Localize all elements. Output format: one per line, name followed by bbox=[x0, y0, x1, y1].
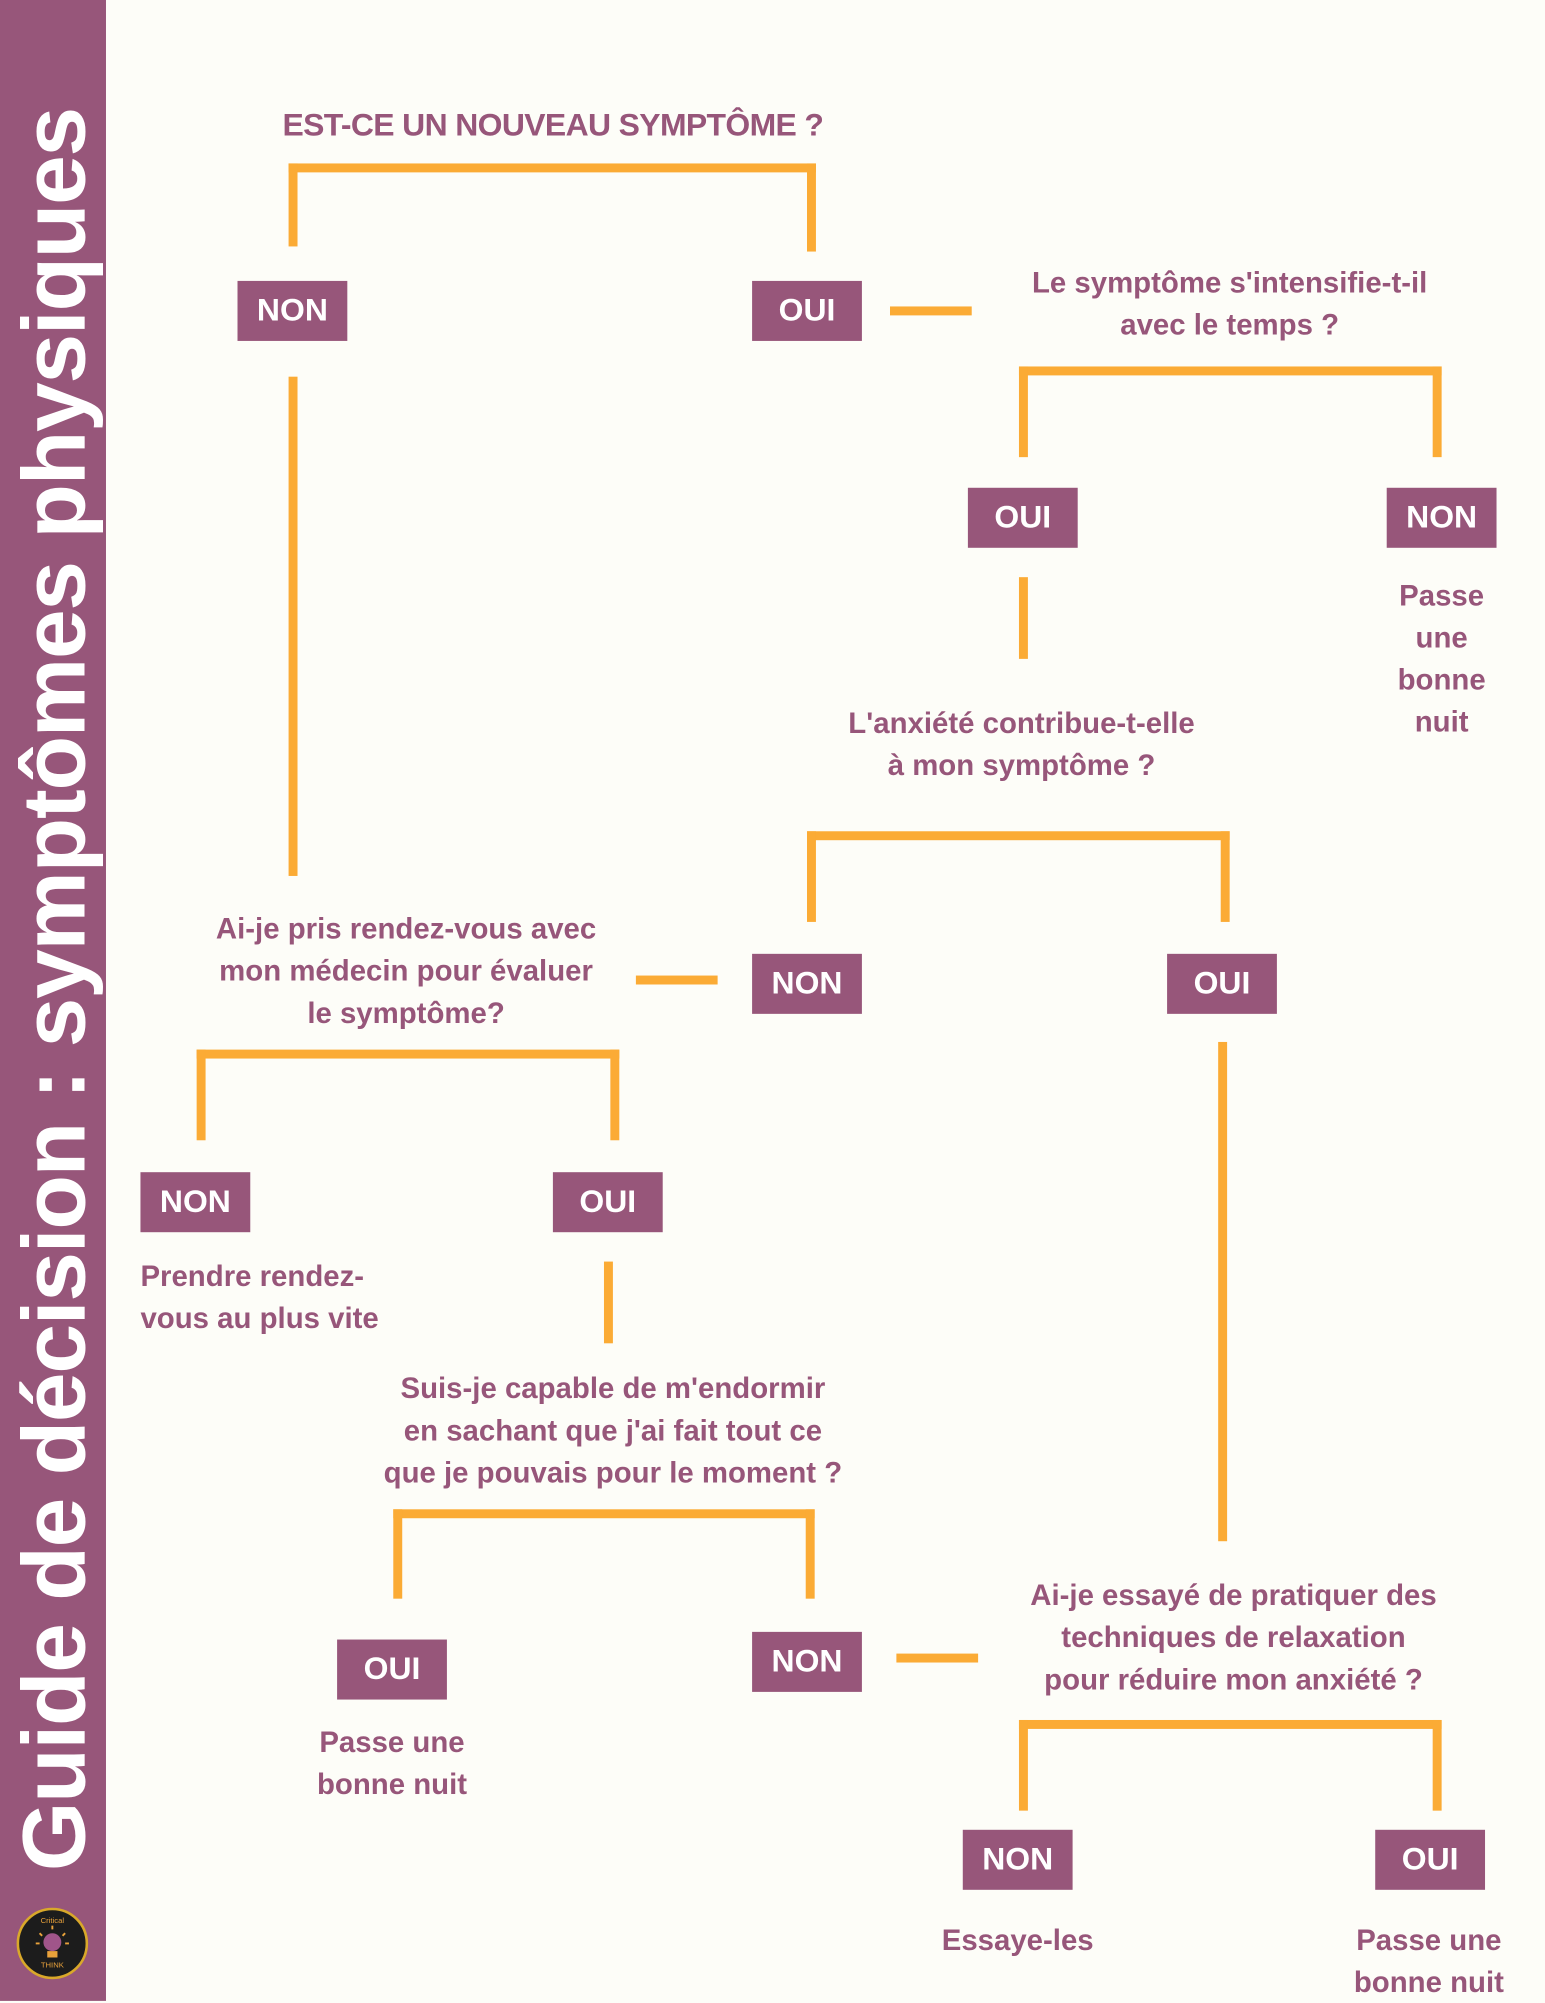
connector bbox=[805, 1509, 815, 1599]
line: L'anxiété contribue-t-elle bbox=[848, 706, 1195, 740]
line: vous au plus vite bbox=[140, 1301, 379, 1335]
connector bbox=[807, 831, 1230, 841]
connector bbox=[196, 1049, 620, 1059]
connector bbox=[1018, 1719, 1028, 1811]
connector bbox=[288, 376, 298, 876]
line: Suis-je capable de m'endormir bbox=[400, 1371, 826, 1405]
q6-no-result: Essaye-les bbox=[941, 1923, 1094, 1957]
connector bbox=[1018, 366, 1442, 376]
question-anxiety-contributes: L'anxiété contribue-t-elle à mon symptôme… bbox=[848, 702, 1194, 786]
question-relaxation: Ai-je essayé de pratiquer des techniques … bbox=[1030, 1574, 1436, 1700]
q6-no-box: NON bbox=[962, 1829, 1073, 1890]
connector bbox=[889, 306, 972, 316]
line: Passe une bbox=[1356, 1923, 1502, 1957]
q5-yes-box: OUI bbox=[337, 1639, 447, 1700]
line: une bbox=[1415, 620, 1468, 654]
connector bbox=[807, 163, 816, 252]
critical-think-logo: Critical THINK bbox=[16, 1907, 89, 1980]
lightbulb-brain-icon: Critical THINK bbox=[35, 1916, 69, 1970]
line: nuit bbox=[1414, 704, 1469, 739]
flowchart-title: Guide de décision : symptômes physiques bbox=[3, 108, 104, 1872]
connector bbox=[610, 1049, 620, 1141]
q6-yes-result: Passe une bonne nuit bbox=[1354, 1919, 1504, 2003]
q4-no-result: Prendre rendez-vous au plus vite bbox=[140, 1255, 378, 1339]
q2-no-box: NON bbox=[1386, 487, 1497, 548]
line: bonne nuit bbox=[1353, 1965, 1504, 1999]
line: Passe une bbox=[319, 1725, 465, 1759]
connector bbox=[896, 1653, 979, 1663]
question-doctor-appointment: Ai-je pris rendez-vous avec mon médecin p… bbox=[216, 908, 596, 1034]
line: pour réduire mon anxiété ? bbox=[1044, 1662, 1423, 1696]
connector bbox=[635, 975, 718, 985]
connector bbox=[807, 831, 816, 922]
connector bbox=[393, 1509, 403, 1599]
sidebar: Guide de décision : symptômes physiques … bbox=[0, 0, 106, 2001]
q1-yes-box: OUI bbox=[752, 280, 862, 341]
question-intensify: Le symptôme s'intensifie-t-il avec le tem… bbox=[1032, 262, 1427, 346]
connector bbox=[1018, 366, 1028, 458]
line: avec le temps ? bbox=[1120, 307, 1340, 341]
line: mon médecin pour évaluer bbox=[219, 953, 593, 988]
connector bbox=[1432, 1719, 1442, 1811]
question-can-sleep: Suis-je capable de m'endormir en sachant … bbox=[384, 1368, 843, 1494]
line: en sachant que j'ai fait tout ce bbox=[403, 1413, 823, 1447]
line: le symptôme? bbox=[307, 995, 505, 1030]
line: à mon symptôme ? bbox=[887, 748, 1156, 782]
line: Ai-je pris rendez-vous avec bbox=[215, 911, 597, 945]
line: techniques de relaxation bbox=[1061, 1620, 1406, 1654]
line: Passe bbox=[1399, 578, 1485, 612]
connector bbox=[288, 163, 298, 247]
connector bbox=[1218, 1041, 1228, 1542]
svg-text:Critical: Critical bbox=[41, 1916, 65, 1925]
connector bbox=[1018, 1719, 1442, 1729]
q3-no-box: NON bbox=[752, 953, 862, 1014]
connector bbox=[1018, 577, 1028, 659]
connector bbox=[1432, 366, 1442, 458]
connector bbox=[196, 1049, 206, 1141]
line: Prendre rendez- bbox=[140, 1259, 365, 1293]
question-new-symptom: EST-CE UN NOUVEAU SYMPTÔME ? bbox=[282, 107, 824, 144]
q2-yes-box: OUI bbox=[967, 487, 1078, 548]
connector bbox=[393, 1509, 815, 1519]
line: bonne bbox=[1397, 662, 1486, 696]
line: Le symptôme s'intensifie-t-il bbox=[1031, 265, 1428, 299]
line: que je pouvais pour le moment ? bbox=[383, 1455, 843, 1489]
connector bbox=[288, 163, 816, 173]
q5-yes-result: Passe une bonne nuit bbox=[317, 1721, 467, 1805]
svg-text:THINK: THINK bbox=[41, 1961, 65, 1970]
line: Ai-je essayé de pratiquer des bbox=[1030, 1578, 1437, 1612]
q5-no-box: NON bbox=[752, 1631, 862, 1692]
q6-yes-box: OUI bbox=[1375, 1829, 1486, 1890]
q4-yes-box: OUI bbox=[552, 1172, 663, 1233]
line: bonne nuit bbox=[316, 1767, 468, 1801]
q3-yes-box: OUI bbox=[1167, 953, 1277, 1014]
q1-no-box: NON bbox=[237, 280, 348, 341]
q2-no-result: Passe une bonne nuit bbox=[1398, 575, 1486, 744]
q4-no-box: NON bbox=[140, 1172, 251, 1233]
connector bbox=[603, 1261, 613, 1344]
connector bbox=[1220, 831, 1230, 922]
